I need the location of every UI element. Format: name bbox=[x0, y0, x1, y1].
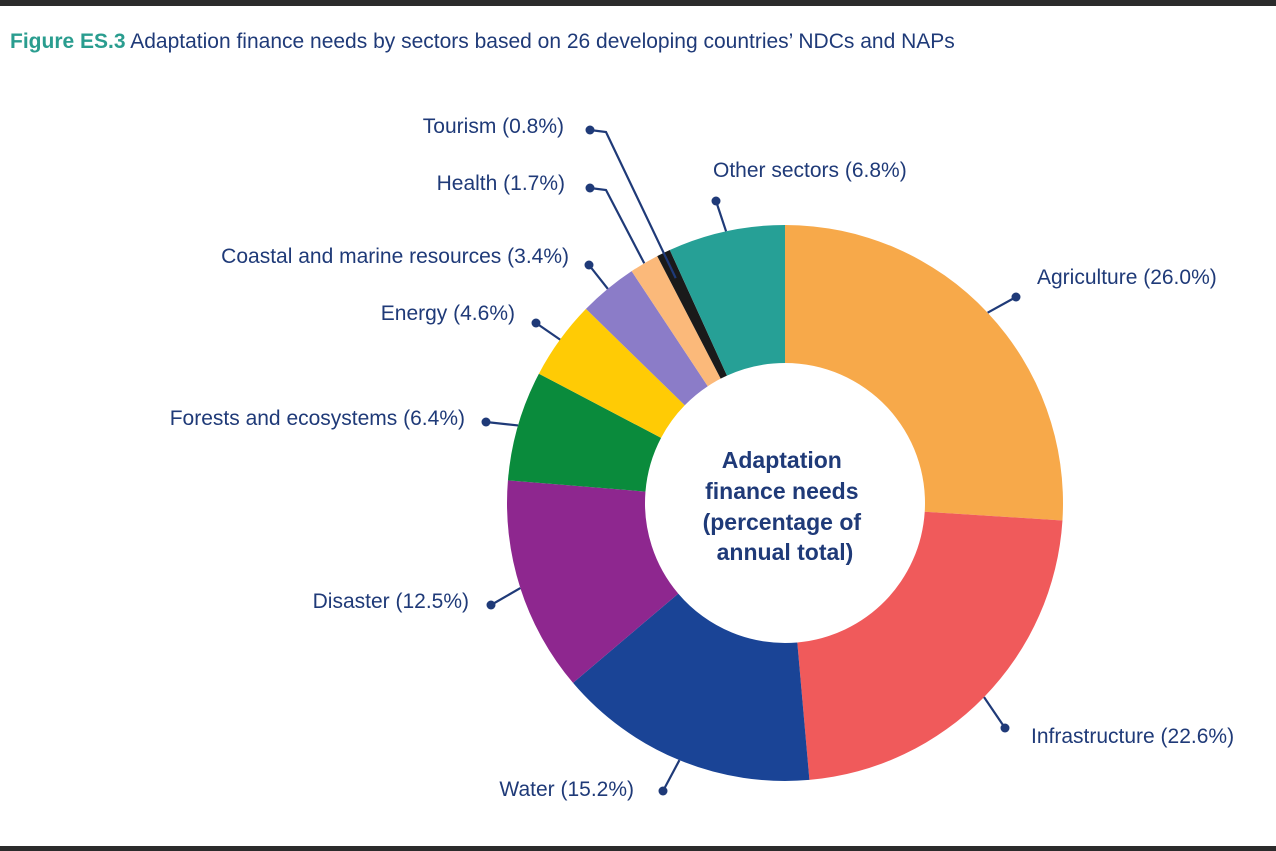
figure-title: Figure ES.3 Adaptation finance needs by … bbox=[10, 30, 955, 54]
leader-dot-agriculture bbox=[1011, 292, 1021, 302]
label-infrastructure: Infrastructure (22.6%) bbox=[1031, 725, 1234, 748]
slice-labels: Agriculture (26.0%) Infrastructure (22.6%… bbox=[170, 115, 1234, 801]
center-label-line-3: (percentage of bbox=[703, 509, 862, 535]
leader-dot-infrastructure bbox=[1000, 723, 1010, 733]
slice-coastal-and-marine-resources bbox=[585, 271, 708, 406]
center-label-line-4: annual total) bbox=[717, 539, 854, 565]
leader-dot-tourism bbox=[585, 125, 595, 135]
label-tourism: Tourism (0.8%) bbox=[423, 115, 564, 138]
leader-dot-coastal-and-marine-resources bbox=[584, 260, 594, 270]
leader-dot-health bbox=[585, 183, 595, 193]
leader-dot-disaster bbox=[486, 600, 496, 610]
leader-dot-forests-and-ecosystems bbox=[481, 417, 491, 427]
label-coastal-and-marine-resources: Coastal and marine resources (3.4%) bbox=[221, 245, 569, 268]
center-label-line-1: Adaptation bbox=[722, 447, 842, 473]
slice-infrastructure bbox=[797, 511, 1063, 780]
center-label-line-2: finance needs bbox=[705, 478, 858, 504]
label-health: Health (1.7%) bbox=[437, 172, 565, 195]
leader-lines bbox=[481, 125, 1021, 796]
figure-label: Figure ES.3 bbox=[10, 30, 126, 53]
slice-forests-and-ecosystems bbox=[507, 373, 662, 492]
slice-health bbox=[631, 256, 721, 387]
leader-water bbox=[662, 759, 681, 792]
figure-title-text: Adaptation finance needs by sectors base… bbox=[130, 30, 955, 53]
label-water: Water (15.2%) bbox=[499, 778, 634, 801]
slice-tourism bbox=[657, 249, 727, 379]
slice-water bbox=[573, 593, 810, 782]
leader-forests-and-ecosystems bbox=[485, 420, 519, 427]
leader-disaster bbox=[490, 587, 521, 606]
label-agriculture: Agriculture (26.0%) bbox=[1037, 266, 1217, 289]
slice-energy bbox=[538, 308, 685, 438]
leader-energy bbox=[535, 322, 561, 341]
leader-health bbox=[589, 186, 646, 264]
label-disaster: Disaster (12.5%) bbox=[313, 590, 469, 613]
label-energy: Energy (4.6%) bbox=[381, 302, 515, 325]
leader-other-sectors bbox=[714, 200, 728, 232]
bottom-border bbox=[0, 846, 1276, 851]
leader-coastal-and-marine-resources bbox=[588, 264, 609, 290]
top-border bbox=[0, 0, 1276, 6]
leader-agriculture bbox=[987, 296, 1017, 314]
leader-tourism bbox=[589, 128, 677, 279]
label-other-sectors: Other sectors (6.8%) bbox=[713, 159, 907, 182]
donut-slices bbox=[507, 225, 1063, 782]
label-forests-and-ecosystems: Forests and ecosystems (6.4%) bbox=[170, 407, 465, 430]
leader-dot-energy bbox=[531, 318, 541, 328]
slice-disaster bbox=[507, 480, 679, 683]
leader-dot-water bbox=[658, 786, 668, 796]
leader-dot-other-sectors bbox=[711, 196, 721, 206]
center-label: Adaptation finance needs (percentage of … bbox=[703, 447, 868, 565]
slice-agriculture bbox=[785, 225, 1063, 521]
slice-other-sectors bbox=[669, 225, 785, 376]
leader-infrastructure bbox=[983, 696, 1006, 729]
